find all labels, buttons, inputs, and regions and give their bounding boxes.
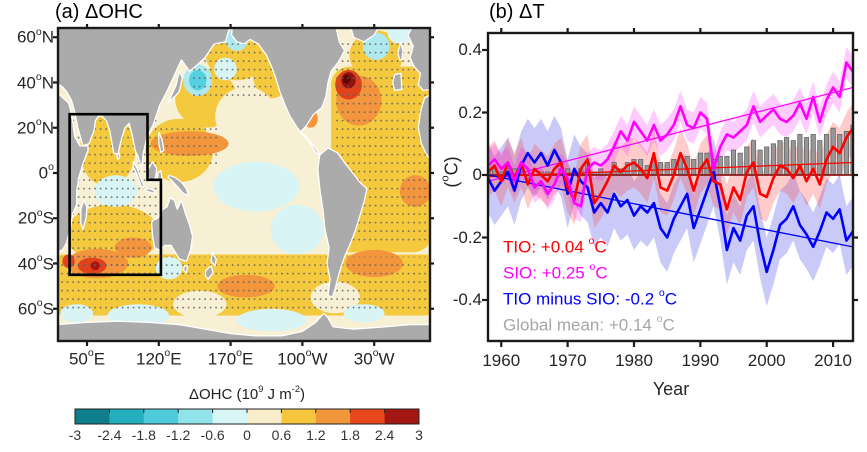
bar-global-mean bbox=[803, 137, 810, 176]
map-frame bbox=[56, 26, 432, 343]
map-lat-tick-label: 60oS bbox=[17, 297, 54, 319]
chart-x-tick-label: 1960 bbox=[482, 351, 521, 370]
panel-b-title: (b) ΔT bbox=[489, 1, 545, 23]
chart-y-tick-label: -0.2 bbox=[452, 227, 482, 247]
chart-x-tick-label: 1990 bbox=[681, 351, 720, 370]
colorbar-tick-label: 2.4 bbox=[374, 427, 395, 443]
colorbar bbox=[74, 408, 420, 425]
chart-y-tick-label: 0.4 bbox=[458, 40, 482, 59]
trend-tio bbox=[488, 161, 853, 178]
map-lat-tick-label: 0o bbox=[38, 161, 54, 183]
bar-global-mean bbox=[691, 159, 697, 176]
line-tio-minus-sio bbox=[488, 148, 853, 274]
bar-global-mean bbox=[837, 134, 843, 176]
bar-global-mean bbox=[757, 149, 763, 176]
chart-y-tick-label: 0.2 bbox=[458, 102, 482, 122]
map-lat-tick-label: 20oN bbox=[16, 116, 54, 138]
legend-global-mean: Global mean: +0.14 oC bbox=[503, 313, 675, 335]
map-lon-tick-label: 30oW bbox=[353, 347, 395, 369]
legend-tio-minus-sio: TIO minus SIO: -0.2 oC bbox=[503, 287, 678, 309]
map-lat-tick-label: 60oN bbox=[16, 25, 54, 47]
line-sio bbox=[488, 61, 853, 208]
line-tio bbox=[488, 126, 853, 211]
map-lat-tick-label: 40oN bbox=[16, 70, 54, 93]
bar-global-mean bbox=[817, 140, 823, 176]
chart-x-tick-label: 2000 bbox=[747, 351, 786, 370]
bar-global-mean bbox=[764, 146, 770, 176]
colorbar-tick-label: 0.6 bbox=[271, 427, 292, 443]
chart-x-tick-label: 2010 bbox=[814, 351, 852, 370]
bar-global-mean bbox=[730, 149, 737, 176]
bar-global-mean bbox=[737, 152, 743, 176]
bar-global-mean bbox=[790, 140, 796, 176]
chart-y-tick-label: -0.4 bbox=[452, 290, 482, 309]
map-lon-tick-label: 50oE bbox=[68, 347, 106, 369]
chart-y-tick-label: 0 bbox=[472, 165, 482, 184]
ohc-map bbox=[58, 28, 430, 341]
bar-global-mean bbox=[724, 155, 730, 176]
legend-tio: TIO: +0.04 oC bbox=[503, 235, 607, 257]
region-box bbox=[68, 112, 163, 277]
trend-tio-minus-sio bbox=[488, 174, 853, 248]
chart-x-tick-label: 1980 bbox=[615, 351, 653, 370]
map-lon-tick-label: 100oW bbox=[277, 347, 328, 369]
colorbar-tick-label: -0.6 bbox=[200, 427, 225, 443]
colorbar-tick-label: -1.8 bbox=[131, 427, 156, 443]
map-lat-tick-label: 40oS bbox=[17, 251, 54, 274]
map-lon-tick-label: 170oE bbox=[207, 347, 254, 369]
band-tio bbox=[488, 103, 853, 235]
map-lon-tick-label: 120oE bbox=[136, 347, 182, 369]
bar-global-mean bbox=[717, 155, 723, 176]
bar-global-mean bbox=[770, 143, 776, 176]
panel-a-title: (a) ΔOHC bbox=[55, 1, 143, 23]
colorbar-tick-label: 1.8 bbox=[340, 427, 360, 443]
colorbar-tick-label: -3 bbox=[68, 427, 82, 443]
colorbar-tick-label: 1.2 bbox=[306, 427, 326, 443]
colorbar-tick-label: -1.2 bbox=[166, 427, 191, 443]
chart-x-tick-label: 1970 bbox=[548, 351, 587, 370]
legend-sio: SIO: +0.25 oC bbox=[503, 261, 608, 283]
map-lat-tick-label: 20oS bbox=[17, 206, 54, 228]
bar-global-mean bbox=[664, 162, 670, 176]
x-axis-label: Year bbox=[652, 379, 690, 399]
colorbar-tick-label: 3 bbox=[415, 427, 423, 443]
chart-frame bbox=[486, 31, 855, 343]
colorbar-tick-label: 0 bbox=[243, 427, 251, 443]
colorbar-title: ΔOHC (109 J m-2) bbox=[189, 383, 305, 403]
colorbar-tick-label: -2.4 bbox=[97, 427, 122, 443]
